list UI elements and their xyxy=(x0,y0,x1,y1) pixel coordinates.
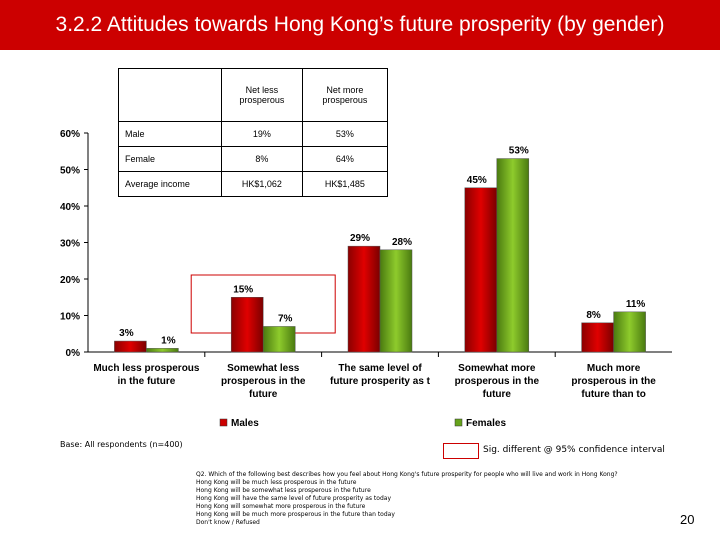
data-label: 7% xyxy=(278,313,293,324)
base-note: Base: All respondents (n=400) xyxy=(60,440,183,449)
summary-table-corner xyxy=(118,68,222,122)
question-line: Don't know / Refused xyxy=(196,519,260,526)
sig-legend-box xyxy=(443,443,479,459)
question-line: Hong Kong will be much less prosperous i… xyxy=(196,479,357,486)
x-tick-label: future xyxy=(483,389,512,400)
column-header-net-less: Net less prosperous xyxy=(221,68,303,122)
y-tick-label: 20% xyxy=(60,275,80,286)
bar-females xyxy=(496,158,530,353)
bar-females xyxy=(613,311,646,353)
x-tick-label: Much less prosperous xyxy=(93,363,200,374)
x-tick-label: future prosperity as t xyxy=(330,376,431,387)
legend-swatch-females xyxy=(454,418,463,427)
page-title: 3.2.2 Attitudes towards Hong Kong’s futu… xyxy=(55,13,665,36)
data-label: 29% xyxy=(350,233,370,244)
y-tick-label: 0% xyxy=(66,348,81,359)
bar-females xyxy=(146,348,179,353)
net-more-value: HK$1,485 xyxy=(301,171,389,197)
legend-label: Males xyxy=(231,418,259,429)
net-less-value: 8% xyxy=(221,146,303,172)
data-label: 3% xyxy=(119,328,134,339)
data-label: 1% xyxy=(161,335,176,346)
y-tick-label: 40% xyxy=(60,202,80,213)
x-tick-label: future xyxy=(249,389,278,400)
x-tick-label: Somewhat less xyxy=(227,363,300,374)
x-tick-label: prosperous in the xyxy=(221,376,306,387)
column-header-net-more: Net more prosperous xyxy=(301,68,389,122)
data-label: 45% xyxy=(467,175,487,186)
bar-females xyxy=(379,249,413,353)
x-tick-label: in the future xyxy=(118,376,176,387)
bar-males xyxy=(347,245,381,353)
y-tick-label: 10% xyxy=(60,312,80,323)
x-tick-label: The same level of xyxy=(338,363,422,374)
sig-legend-label: Sig. different @ 95% confidence interval xyxy=(483,445,665,455)
summary-table-header-row: Net less prosperous Net more prosperous xyxy=(118,68,389,122)
x-tick-label: Much more xyxy=(587,363,641,374)
legend-swatch-males xyxy=(219,418,228,427)
bar-males xyxy=(230,297,264,353)
question-line: Hong Kong will be much more prosperous i… xyxy=(196,511,395,518)
data-label: 8% xyxy=(586,310,601,321)
net-less-value: 19% xyxy=(221,121,303,147)
net-less-value: HK$1,062 xyxy=(221,171,303,197)
x-tick-label: Somewhat more xyxy=(458,363,536,374)
data-label: 28% xyxy=(392,237,412,248)
data-label: 53% xyxy=(509,146,529,157)
title-bar: 3.2.2 Attitudes towards Hong Kong’s futu… xyxy=(0,0,720,50)
x-tick-label: future than to xyxy=(581,389,645,400)
question-line: Hong Kong will have the same level of fu… xyxy=(196,495,391,502)
table-row: Average income HK$1,062 HK$1,485 xyxy=(118,171,389,197)
page-number: 20 xyxy=(680,512,695,527)
bar-males xyxy=(114,340,147,353)
net-more-value: 64% xyxy=(301,146,389,172)
question-line: Q2. Which of the following best describe… xyxy=(196,471,618,478)
row-label: Average income xyxy=(118,171,222,197)
question-line: Hong Kong will be somewhat less prospero… xyxy=(196,487,371,494)
bar-females xyxy=(262,326,296,353)
y-tick-label: 30% xyxy=(60,239,80,250)
question-text: Q2. Which of the following best describe… xyxy=(196,471,618,527)
table-row: Male 19% 53% xyxy=(118,121,389,147)
y-tick-label: 60% xyxy=(60,129,80,140)
y-tick-label: 50% xyxy=(60,166,80,177)
bar-males xyxy=(464,187,498,353)
row-label: Female xyxy=(118,146,222,172)
legend-label: Females xyxy=(466,418,506,429)
data-label: 11% xyxy=(626,299,646,310)
question-line: Hong Kong will somewhat more prosperous … xyxy=(196,503,366,510)
bar-males xyxy=(581,322,614,353)
table-row: Female 8% 64% xyxy=(118,146,389,172)
summary-table: Net less prosperous Net more prosperous … xyxy=(118,68,389,197)
net-more-value: 53% xyxy=(301,121,389,147)
row-label: Male xyxy=(118,121,222,147)
data-label: 15% xyxy=(233,284,253,295)
x-tick-label: prosperous in the xyxy=(455,376,540,387)
x-tick-label: prosperous in the xyxy=(571,376,656,387)
